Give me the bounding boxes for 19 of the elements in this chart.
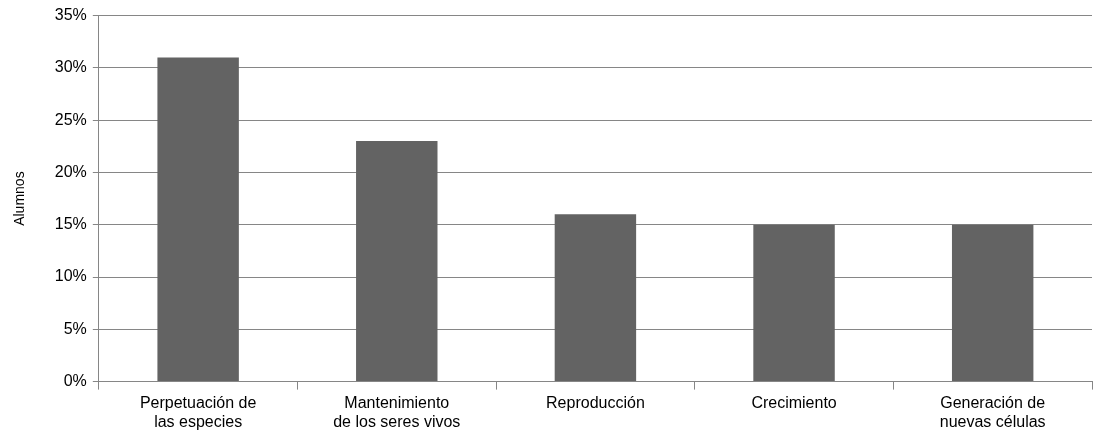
x-tick-label: Generación de nuevas células	[939, 393, 1046, 430]
y-tick-label: 10%	[54, 267, 87, 285]
y-tick-label: 25%	[54, 110, 87, 128]
y-tick-label: 15%	[54, 215, 87, 233]
bar	[753, 224, 835, 382]
bar	[951, 224, 1034, 382]
x-tick-label: Crecimiento	[751, 393, 837, 411]
bar	[356, 141, 438, 382]
bar	[157, 57, 239, 382]
y-tick-label: 30%	[54, 58, 87, 76]
y-tick-label: 35%	[54, 6, 87, 24]
y-tick-label: 5%	[63, 319, 87, 337]
y-tick-label: 0%	[63, 372, 87, 390]
y-tick-label: 20%	[54, 162, 87, 180]
x-tick-label: Reproducción	[546, 393, 645, 411]
x-tick-label: Perpetuación de las especies	[139, 393, 257, 430]
y-axis-title: Alumnos	[11, 171, 28, 226]
bar	[554, 214, 637, 382]
x-tick-label: Mantenimiento de los seres vivos	[333, 393, 461, 430]
